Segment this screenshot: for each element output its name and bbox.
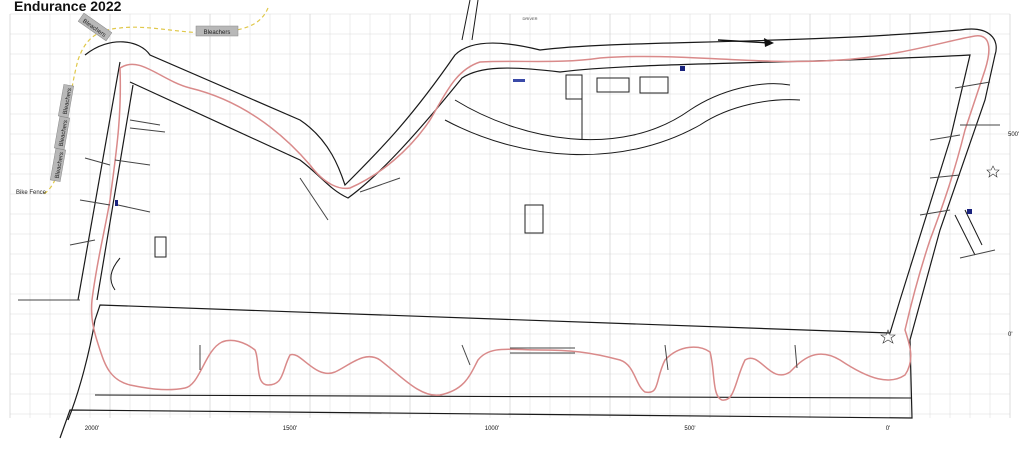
start-star-icon: [881, 330, 895, 343]
racing-line: [92, 36, 989, 400]
marker: [967, 209, 972, 214]
scale-x-label: 2000': [85, 426, 100, 432]
scale-y-label: 500': [1008, 132, 1019, 138]
bike-fence-label: Bike Fence: [16, 190, 47, 196]
marker: [680, 66, 685, 71]
svg-text:Bleachers: Bleachers: [204, 30, 231, 36]
marker: [513, 79, 525, 82]
marker: [115, 200, 118, 206]
direction-arrow-icon: [718, 38, 774, 47]
scale-x-label: 1000': [485, 426, 500, 432]
scale-x-label: 500': [684, 426, 695, 432]
star-icon: [987, 166, 999, 177]
building: [525, 205, 543, 233]
building: [566, 75, 582, 99]
scale-y-label: 0': [1008, 332, 1012, 338]
building: [597, 78, 629, 92]
scale-x-label: 1500': [283, 426, 298, 432]
building: [640, 77, 668, 93]
scale-x: 2000' 1500' 1000' 500' 0': [85, 426, 890, 432]
small-top-label: DRIVER: [522, 16, 537, 21]
scale-x-label: 0': [886, 426, 890, 432]
